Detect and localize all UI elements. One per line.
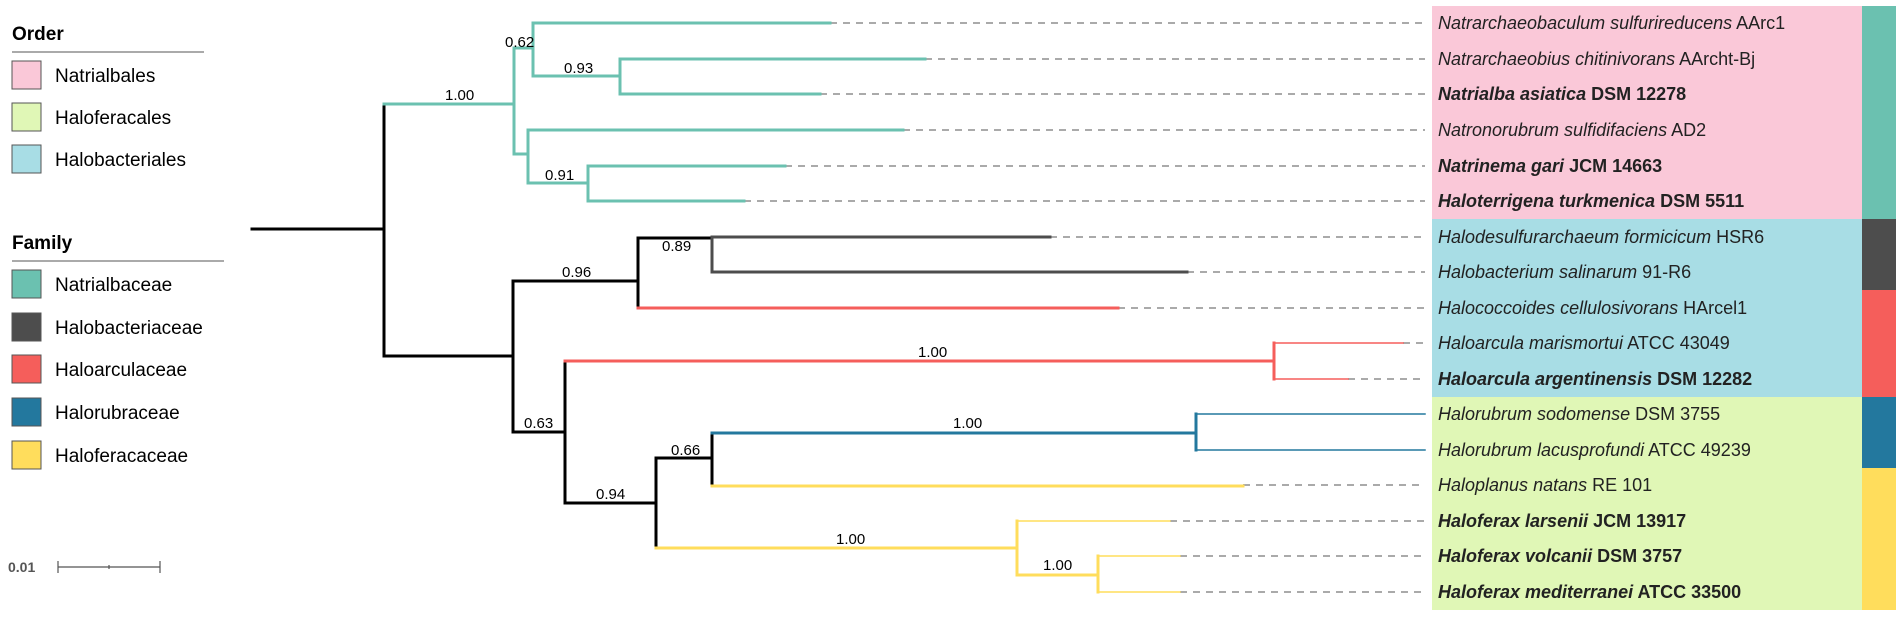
support-value: 0.89: [662, 238, 691, 255]
legend-label-halobacteriales: Halobacteriales: [55, 150, 186, 171]
halorubrum-tips: [1195, 413, 1426, 451]
legend-label-halorubraceae: Halorubraceae: [55, 403, 180, 424]
tree-branches: [250, 21, 1426, 594]
leaf-label: Halodesulfurarchaeum formicicum HSR6: [1438, 227, 1764, 247]
haloferacaceae-branches: [654, 484, 1245, 594]
haloarcula-tips: [1273, 342, 1404, 380]
support-value: 1.00: [1043, 557, 1072, 574]
haloarculaceae-branches: [563, 306, 1276, 381]
support-value: 1.00: [836, 531, 865, 548]
legend-label-haloferacales: Haloferacales: [55, 108, 171, 129]
family-block-haloarculaceae: [1862, 290, 1896, 397]
family-block-halorubraceae: [1862, 397, 1896, 468]
leaf-label: Haloterrigena turkmenica DSM 5511: [1438, 191, 1744, 211]
support-value: 0.63: [524, 415, 553, 432]
legend-label-haloarculaceae: Haloarculaceae: [55, 360, 187, 381]
legend-label-haloferacaceae: Haloferacaceae: [55, 446, 188, 467]
leaf-label: Natrinema gari JCM 14663: [1438, 156, 1662, 176]
support-value: 0.91: [545, 167, 574, 184]
root-branches: [250, 102, 714, 550]
leaf-label: Halococcoides cellulosivorans HArcel1: [1438, 298, 1747, 318]
scale-bar-label: 0.01: [8, 559, 35, 575]
legend-family-title: Family: [12, 233, 73, 254]
leaf-label: Haloarcula marismortui ATCC 43049: [1438, 333, 1730, 353]
leaf-label: Natrialba asiatica DSM 12278: [1438, 84, 1686, 104]
legend-swatch-natrialbaceae: [11, 269, 42, 299]
legend-swatch-natrialbales: [11, 60, 42, 90]
support-value: 0.96: [562, 264, 591, 281]
order-band-haloferacales: [1432, 397, 1862, 610]
leaf-label: Natronorubrum sulfidifaciens AD2: [1438, 120, 1706, 140]
leaf-label: Halorubrum sodomense DSM 3755: [1438, 404, 1720, 424]
family-block-haloferacaceae: [1862, 468, 1896, 610]
support-value: 1.00: [953, 415, 982, 432]
legend-label-natrialbales: Natrialbales: [55, 66, 155, 87]
leaf-label: Haloferax larsenii JCM 13917: [1438, 511, 1686, 531]
leaf-label: Haloferax mediterranei ATCC 33500: [1438, 582, 1741, 602]
halorubraceae-branches: [710, 412, 1198, 452]
legend: Order Natrialbales Haloferacales Halobac…: [11, 24, 224, 470]
halobacteriaceae-branches: [710, 235, 1189, 274]
family-block-natrialbaceae: [1862, 6, 1896, 219]
legend-swatch-haloferacales: [11, 102, 42, 132]
support-value: 0.62: [505, 34, 534, 51]
leaf-label: Halobacterium salinarum 91-R6: [1438, 262, 1691, 282]
leaf-label: Natrarchaeobius chitinivorans AArcht-Bj: [1438, 49, 1755, 69]
legend-swatch-haloferacaceae: [11, 440, 42, 470]
support-value: 0.66: [671, 442, 700, 459]
support-values: 0.62 0.93 1.00 0.91 0.96 0.89 1.00 0.63 …: [445, 34, 1072, 574]
leaf-label: Halorubrum lacusprofundi ATCC 49239: [1438, 440, 1751, 460]
legend-swatch-haloarculaceae: [11, 354, 42, 384]
leaf-label: Haloplanus natans RE 101: [1438, 475, 1652, 495]
order-bands: [1432, 6, 1862, 610]
leaf-label: Haloferax volcanii DSM 3757: [1438, 546, 1682, 566]
leaf-labels: Natrarchaeobaculum sulfurireducens AArc1…: [1438, 13, 1785, 602]
family-block-halobacteriaceae: [1862, 219, 1896, 290]
legend-label-halobacteriaceae: Halobacteriaceae: [55, 318, 203, 339]
scale-bar: 0.01: [8, 559, 161, 575]
natrialbaceae-branches: [382, 21, 927, 203]
order-band-natrialbales: [1432, 6, 1862, 219]
legend-swatch-halobacteriaceae: [11, 312, 42, 342]
legend-swatch-halobacteriales: [11, 144, 42, 174]
support-value: 0.93: [564, 60, 593, 77]
legend-label-natrialbaceae: Natrialbaceae: [55, 275, 172, 296]
haloferax-tips: [1016, 520, 1181, 593]
legend-order-title: Order: [12, 24, 64, 45]
leaf-label: Natrarchaeobaculum sulfurireducens AArc1: [1438, 13, 1785, 33]
order-band-halobacteriales: [1432, 219, 1862, 397]
support-value: 1.00: [445, 87, 474, 104]
leaf-label: Haloarcula argentinensis DSM 12282: [1438, 369, 1752, 389]
support-value: 1.00: [918, 344, 947, 361]
support-value: 0.94: [596, 486, 625, 503]
leader-lines: [744, 22, 1425, 593]
legend-swatch-halorubraceae: [11, 397, 42, 427]
family-strip: [1862, 6, 1896, 610]
